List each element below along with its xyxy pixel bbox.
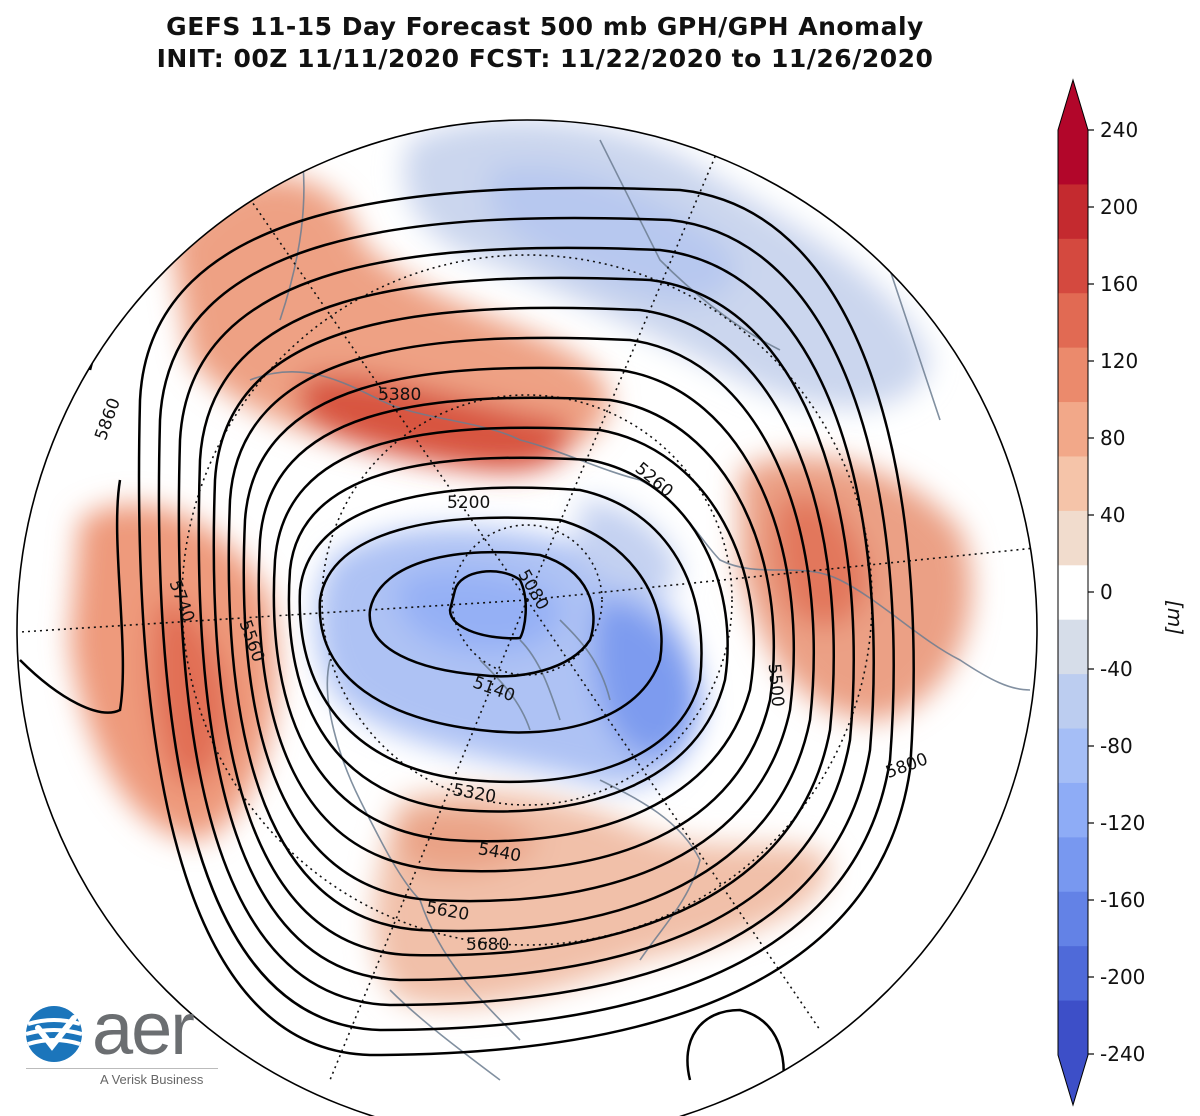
colorbar-ticks: 240 200 160 120 80 40 0 -40 -80 -120 -16… (1100, 118, 1145, 1066)
globe-boundary (16, 119, 1038, 1116)
colorbar-tick-label: -160 (1100, 888, 1145, 912)
colorbar-bands (1057, 78, 1094, 1107)
logo-tagline: A Verisk Business (100, 1072, 204, 1087)
colorbar-tick-label: 80 (1100, 426, 1125, 450)
colorbar-band (1058, 946, 1088, 1002)
chart-subtitle: INIT: 00Z 11/11/2020 FCST: 11/22/2020 to… (156, 44, 934, 73)
colorbar-band (1058, 456, 1088, 512)
chart-title: GEFS 11-15 Day Forecast 500 mb GPH/GPH A… (166, 12, 924, 41)
colorbar-min-arrow (1058, 1055, 1088, 1105)
colorbar-tick-label: -200 (1100, 965, 1145, 989)
logo-wordmark: aer (92, 987, 195, 1070)
colorbar-band (1058, 510, 1088, 566)
gph-contours (19, 120, 915, 1101)
colorbar-band (1058, 891, 1088, 947)
colorbar-max-arrow (1058, 80, 1088, 130)
contour-label: 5500 (764, 663, 788, 708)
colorbar-tick-label: 40 (1100, 503, 1125, 527)
colorbar-band (1058, 565, 1088, 621)
colorbar-tick-label: 0 (1100, 580, 1113, 604)
aer-logo: aer A Verisk Business (22, 987, 232, 1100)
colorbar-outline (1057, 78, 1089, 1107)
negative-anomaly-areas (316, 120, 930, 788)
colorbar-band (1058, 293, 1088, 349)
colorbar-tick-label: -120 (1100, 811, 1145, 835)
colorbar-band (1058, 347, 1088, 403)
colorbar-band (1058, 619, 1088, 675)
colorbar-tick-label: -80 (1100, 734, 1133, 758)
colorbar-band (1058, 184, 1088, 240)
colorbar-tick-label: -240 (1100, 1042, 1145, 1066)
colorbar-tick-label: 160 (1100, 272, 1138, 296)
colorbar-band (1058, 402, 1088, 458)
colorbar-tick-label: 120 (1100, 349, 1138, 373)
colorbar-tick-label: 240 (1100, 118, 1138, 142)
colorbar-tick-label: -40 (1100, 657, 1133, 681)
colorbar-band (1058, 238, 1088, 294)
colorbar-unit-label: [m] (1163, 600, 1187, 635)
contour-label: 5380 (378, 385, 421, 405)
logo-divider (26, 1068, 218, 1069)
colorbar-band (1058, 728, 1088, 784)
aer-globe-icon (25, 1006, 83, 1062)
colorbar-band (1058, 130, 1088, 186)
colorbar-band (1058, 782, 1088, 838)
colorbar-tick-label: 200 (1100, 195, 1138, 219)
contour-label: 5200 (447, 493, 490, 513)
colorbar-band (1058, 674, 1088, 730)
colorbar-band (1058, 1000, 1088, 1056)
contour-label: 5680 (466, 935, 509, 955)
colorbar-band (1058, 837, 1088, 893)
